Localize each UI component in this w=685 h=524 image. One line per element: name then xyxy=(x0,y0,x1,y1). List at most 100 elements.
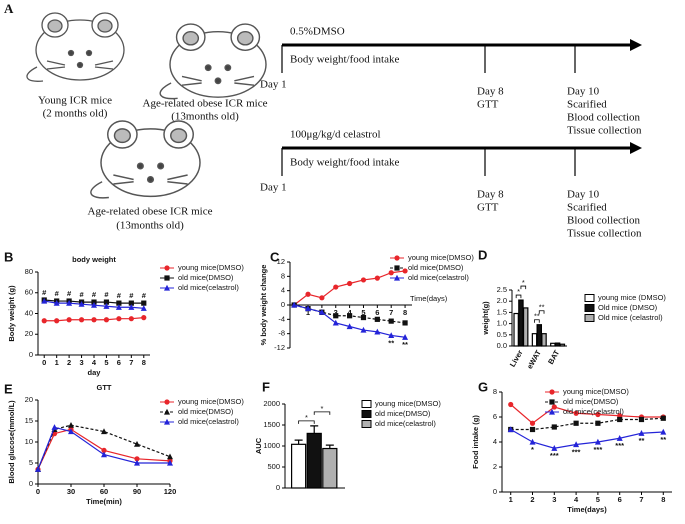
x-tick-label: 4 xyxy=(348,308,353,317)
marker xyxy=(167,459,173,466)
annotation: ** xyxy=(402,340,408,349)
marker xyxy=(78,317,85,323)
arrow-head xyxy=(630,142,642,154)
legend-label: old mice(DMSO) xyxy=(408,263,464,272)
marker xyxy=(551,404,557,410)
marker xyxy=(360,277,367,283)
error-bar xyxy=(325,444,334,449)
marker xyxy=(638,416,645,423)
legend-marker xyxy=(394,274,400,281)
x-tick-label: 30 xyxy=(67,487,75,496)
bar xyxy=(513,312,519,347)
marker xyxy=(388,318,394,324)
legend-marker xyxy=(394,255,400,261)
mouse-label: Young ICR mice xyxy=(38,95,112,107)
y-tick-label: -8 xyxy=(278,329,285,338)
legend-label: old mice(DMSO) xyxy=(563,397,619,406)
marker xyxy=(41,318,47,324)
marker xyxy=(594,438,601,445)
legend-label: old mice(DMSO) xyxy=(178,273,234,282)
marker xyxy=(360,326,367,333)
event-day: Day 1 xyxy=(260,182,287,194)
legend-label: old mice(celastrol) xyxy=(375,419,436,428)
series-line xyxy=(37,428,171,470)
x-axis-label: Time(days) xyxy=(410,294,448,303)
y-tick-label: 0 xyxy=(276,483,280,492)
sig-bracket xyxy=(313,411,331,415)
y-tick-label: 12 xyxy=(277,257,285,266)
marker xyxy=(140,305,147,311)
marker xyxy=(35,466,41,472)
marker xyxy=(68,422,74,428)
y-tick-label: 0.5 xyxy=(497,330,507,339)
annotation: ** xyxy=(388,338,394,347)
annotation: # xyxy=(104,290,109,299)
marker xyxy=(388,270,394,276)
x-axis-label: Time(days) xyxy=(567,505,607,514)
marker xyxy=(529,420,536,426)
error-bar xyxy=(294,439,303,445)
y-tick-label: 8 xyxy=(281,271,285,280)
y-axis-label: Body weight (g) xyxy=(7,285,16,342)
marker xyxy=(305,305,312,312)
mouse-label: (13months old) xyxy=(171,111,239,123)
annotation: # xyxy=(129,291,134,300)
marker xyxy=(374,316,380,322)
panel-label: F xyxy=(262,379,270,394)
mouse-label: (2 months old) xyxy=(43,108,108,120)
y-tick-label: 4 xyxy=(493,437,497,446)
legend-label: old mice(celastrol) xyxy=(178,283,239,292)
legend-label: young mice(DMSO) xyxy=(178,263,244,272)
x-tick-label: BAT xyxy=(546,348,561,366)
x-tick-label: 1 xyxy=(509,495,513,504)
y-tick-label: 1.5 xyxy=(497,307,507,316)
panel-label: G xyxy=(478,379,488,394)
marker xyxy=(53,299,60,306)
legend-label: young mice(DMSO) xyxy=(408,253,474,262)
marker xyxy=(128,300,134,306)
bar xyxy=(550,342,556,347)
legend-swatch xyxy=(584,294,595,302)
marker xyxy=(78,300,85,307)
marker xyxy=(347,280,353,287)
legend-swatch xyxy=(361,420,372,428)
annotation: ** xyxy=(660,435,666,444)
series-line xyxy=(510,428,664,449)
marker xyxy=(91,302,97,308)
event-day: Day 1 xyxy=(260,79,287,91)
legend-label: old mice(celastrol) xyxy=(408,273,469,282)
bar xyxy=(541,333,547,347)
legend-marker xyxy=(164,265,170,271)
marker xyxy=(388,332,395,339)
legend-marker xyxy=(164,275,170,281)
marker xyxy=(116,300,122,306)
marker xyxy=(291,301,298,308)
sig-bracket xyxy=(298,420,315,424)
y-tick-label: 2.5 xyxy=(497,285,507,294)
marker xyxy=(128,304,135,310)
sig-label: * xyxy=(522,278,525,287)
x-tick-label: 6 xyxy=(618,495,622,504)
marker xyxy=(91,317,97,323)
marker xyxy=(101,447,107,453)
marker xyxy=(616,435,623,441)
marker xyxy=(402,268,408,274)
legend-marker xyxy=(549,399,555,405)
sig-bracket xyxy=(520,285,527,290)
y-axis-label: AUC xyxy=(254,437,263,454)
marker xyxy=(103,317,110,323)
marker xyxy=(374,275,380,281)
marker xyxy=(346,323,353,330)
marker xyxy=(551,424,557,430)
mouse-label: Age-related obese ICR mice xyxy=(88,206,213,218)
treatment: 0.5%DMSO xyxy=(290,26,345,38)
marker xyxy=(507,426,514,433)
marker xyxy=(318,308,325,315)
event-detail: GTT xyxy=(477,99,499,111)
sig-label: * xyxy=(305,413,308,422)
sig-bracket xyxy=(538,310,545,314)
marker xyxy=(333,313,339,319)
y-tick-label: 2 xyxy=(493,462,497,471)
marker xyxy=(41,297,48,304)
sig-label: ** xyxy=(539,303,545,312)
